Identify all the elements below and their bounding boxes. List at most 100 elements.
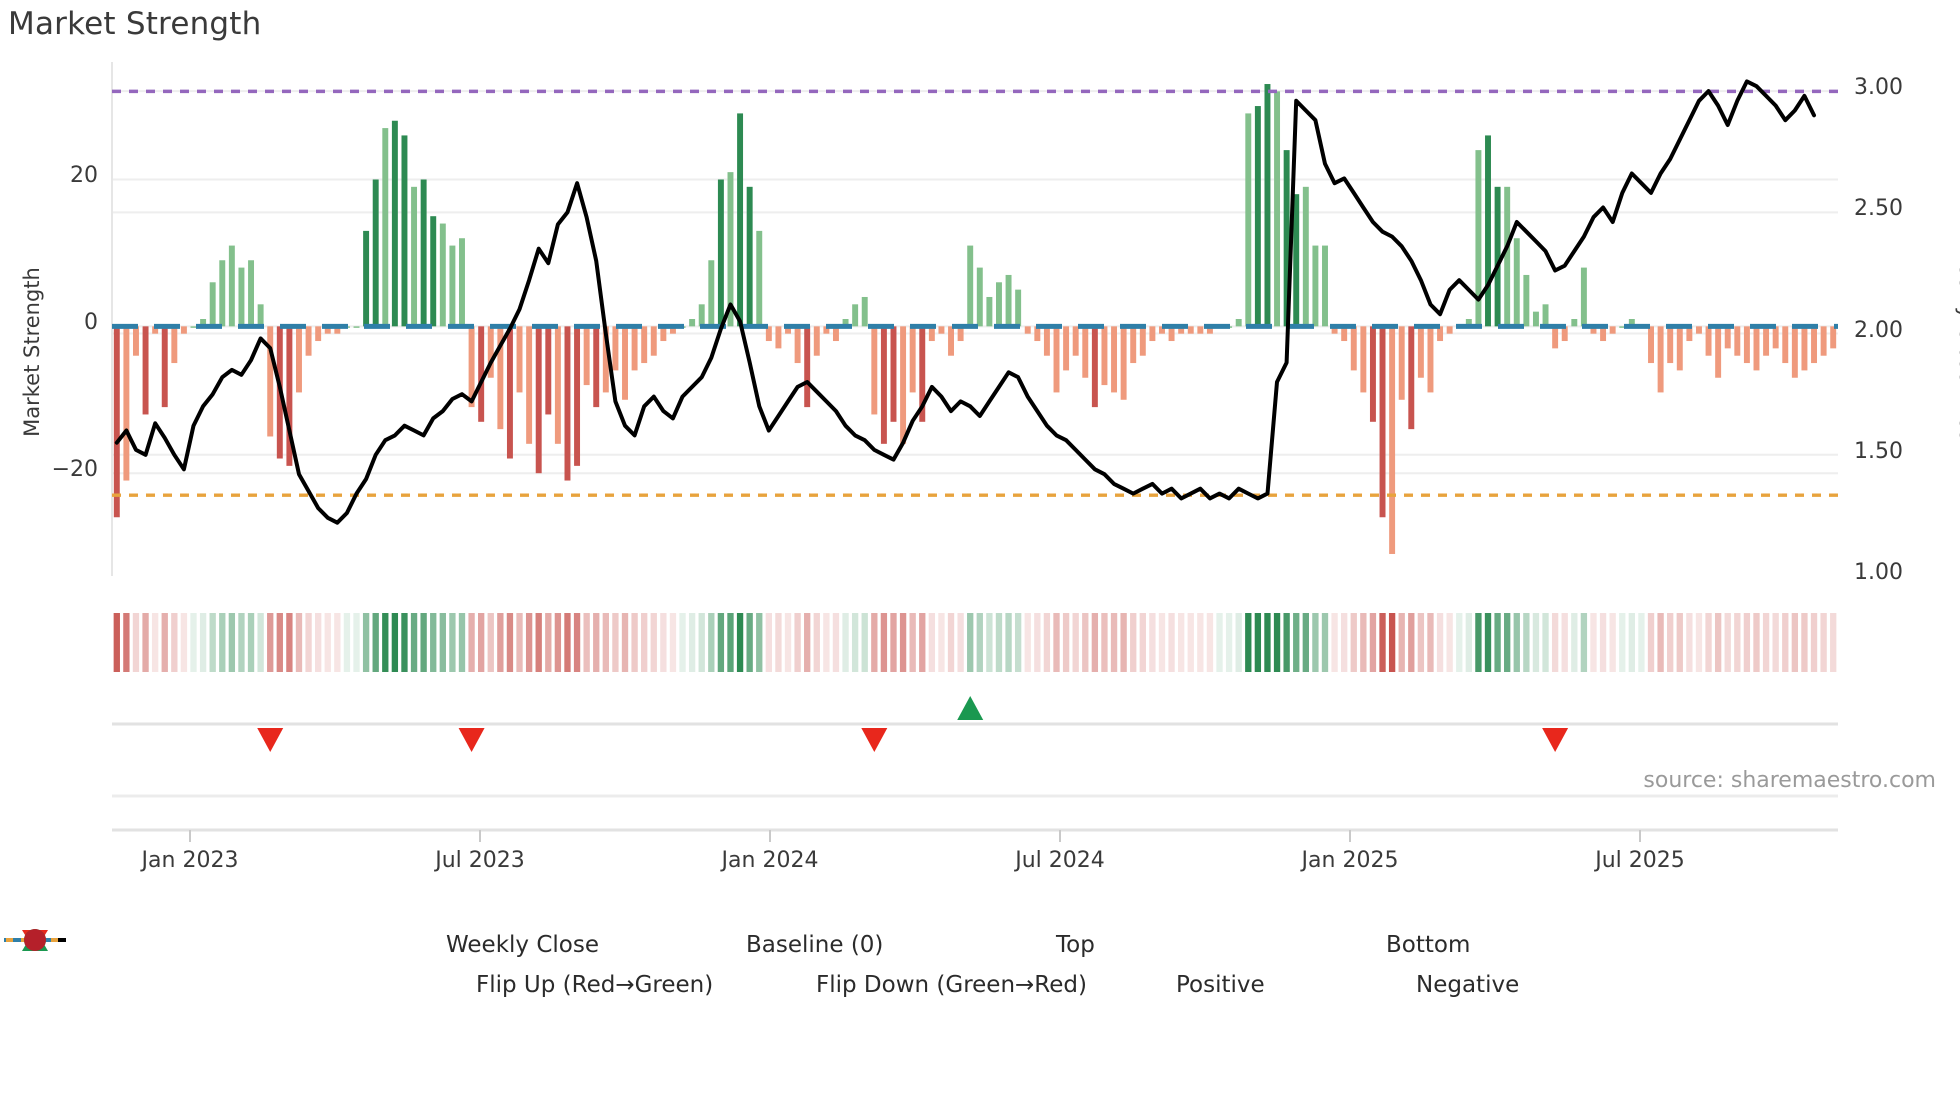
legend-item[interactable]: Positive	[24, 929, 1330, 1005]
heatmap-tile	[1072, 613, 1079, 672]
legend-item[interactable]: Negative	[24, 929, 1570, 1005]
strength-bar	[1705, 326, 1712, 356]
strength-bar	[602, 326, 609, 393]
strength-bar	[689, 319, 696, 327]
heatmap-tile	[612, 613, 619, 672]
heatmap-tile	[1408, 613, 1415, 672]
strength-bar	[1034, 326, 1041, 342]
strength-bar	[1830, 326, 1837, 349]
heatmap-tile	[1254, 613, 1262, 672]
strength-bar	[880, 326, 887, 444]
heatmap-tile	[420, 613, 427, 672]
heatmap-tile	[938, 613, 945, 672]
strength-bar	[698, 304, 705, 327]
heatmap-tile	[727, 613, 734, 672]
strength-bar	[1552, 326, 1559, 349]
heatmap-tile	[1043, 613, 1051, 672]
heatmap-tile	[1398, 613, 1405, 672]
page-title: Market Strength	[8, 6, 262, 42]
strength-bar	[132, 326, 139, 356]
heatmap-tile	[209, 613, 216, 672]
strength-bar	[1571, 319, 1578, 327]
legend-item[interactable]: Flip Up (Red→Green)	[22, 929, 730, 1005]
strength-bar	[756, 230, 763, 327]
strength-bar	[1475, 150, 1482, 327]
strength-bar	[363, 230, 370, 327]
heatmap-tile	[995, 613, 1003, 672]
legend-item[interactable]: Weekly Close	[4, 925, 660, 965]
y-tick-right: 3.00	[1854, 75, 1903, 101]
strength-bar	[1082, 326, 1089, 378]
heatmap-tile	[1446, 613, 1453, 672]
strength-bar	[1312, 245, 1319, 327]
y-tick-right: 2.50	[1854, 196, 1903, 222]
heatmap-tile	[449, 613, 456, 672]
strength-bar	[804, 326, 811, 408]
strength-bar	[1235, 319, 1242, 327]
heatmap-tile	[1628, 613, 1636, 672]
heatmap-tile	[861, 613, 868, 672]
heatmap-tile	[247, 613, 255, 672]
strength-bar	[938, 326, 945, 334]
heatmap-tile	[410, 613, 418, 672]
heatmap-tile	[468, 613, 475, 672]
heatmap-tile	[478, 613, 485, 672]
heatmap-tile	[506, 613, 514, 672]
heatmap-tile	[1561, 613, 1568, 672]
strength-bar	[785, 326, 791, 334]
heatmap-tile	[986, 613, 993, 672]
strength-bar	[1283, 150, 1290, 327]
strength-bar	[439, 223, 446, 327]
heatmap-tile	[1762, 613, 1770, 672]
legend-label: Weekly Close	[446, 932, 599, 958]
heatmap-tile	[1523, 613, 1530, 672]
heatmap-tile	[784, 613, 792, 672]
heatmap-tile	[525, 613, 533, 672]
heatmap-tile	[219, 613, 226, 672]
strength-bar	[180, 326, 187, 334]
heatmap-tile	[573, 613, 581, 672]
strength-bar	[1542, 304, 1549, 327]
heatmap-tile	[362, 613, 370, 672]
strength-bar	[746, 186, 753, 327]
heatmap-tile	[1341, 613, 1348, 672]
strength-bar	[641, 326, 648, 364]
heatmap-tile	[458, 613, 466, 672]
strength-bar	[890, 326, 897, 422]
heatmap-tile	[1456, 613, 1463, 672]
strength-bar	[1091, 326, 1098, 408]
strength-bar	[1187, 326, 1194, 334]
legend-item[interactable]: Bottom	[6, 925, 1600, 965]
strength-bar	[190, 326, 197, 328]
legend-item[interactable]: Top	[6, 925, 1300, 965]
strength-bar	[372, 179, 379, 327]
strength-bar	[209, 282, 216, 327]
heatmap-tile	[295, 613, 303, 672]
legend-item[interactable]: Baseline (0)	[4, 925, 970, 965]
strength-bar	[1024, 326, 1031, 334]
heatmap-tile	[756, 613, 763, 672]
heatmap-tile	[928, 613, 936, 672]
strength-bar	[1015, 289, 1022, 327]
heatmap-tile	[1676, 613, 1683, 672]
heatmap-tile	[1158, 613, 1166, 672]
strength-bar	[171, 326, 178, 364]
heatmap-tile	[1609, 613, 1616, 672]
heatmap-tile	[851, 613, 859, 672]
heatmap-tile	[1005, 613, 1012, 672]
heatmap-tile	[736, 613, 744, 672]
heatmap-tile	[1772, 613, 1779, 672]
heatmap-tile	[1417, 613, 1425, 672]
strength-bar	[1408, 326, 1415, 430]
strength-bar	[305, 326, 312, 356]
strength-bar	[257, 304, 264, 327]
flip-down-marker	[458, 728, 485, 752]
strength-bar	[516, 326, 523, 393]
heatmap-tile	[1379, 613, 1386, 672]
heatmap-tile	[717, 613, 725, 672]
flip-down-marker	[1542, 728, 1569, 752]
heatmap-tile	[305, 613, 312, 672]
circle-icon	[24, 929, 46, 951]
heatmap-tile	[967, 613, 974, 672]
legend-item[interactable]: Flip Down (Green→Red)	[22, 930, 1090, 1005]
